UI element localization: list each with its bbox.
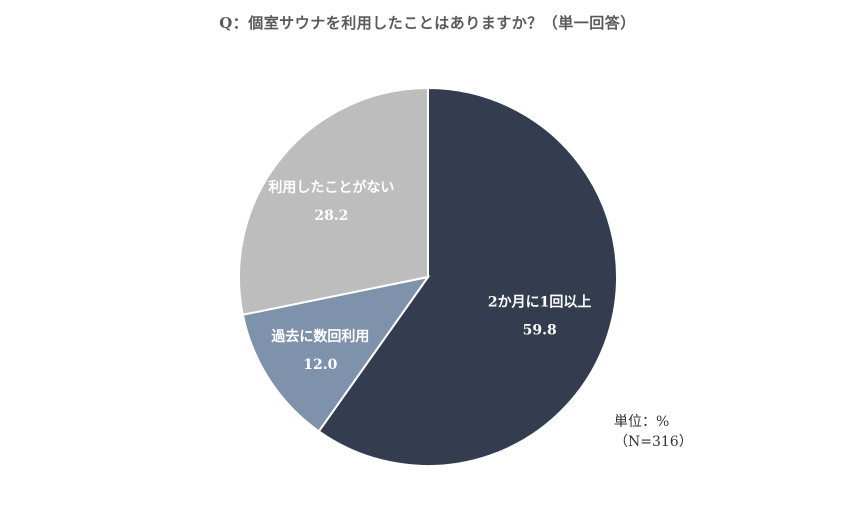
slice-category-label: 利用したことがない — [268, 179, 394, 196]
sample-size-label: （N=316） — [614, 434, 693, 450]
slice-category-label: 2か月に1回以上 — [488, 295, 591, 311]
slice-value-label: 12.0 — [303, 357, 337, 373]
pie-slice — [238, 86, 429, 316]
unit-label: 単位：% — [614, 414, 670, 430]
slice-value-label: 28.2 — [314, 208, 348, 224]
slice-category-label: 過去に数回利用 — [270, 328, 369, 345]
pie-slices — [238, 86, 618, 467]
chart-title: Q：個室サウナを利用したことはありますか？（単一回答） — [219, 14, 636, 32]
slice-value-label: 59.8 — [523, 323, 557, 339]
pie-labels: 2か月に1回以上 59.8 過去に数回利用 12.0 利用したことがない 28.2 — [268, 179, 591, 373]
unit-note: 単位：% （N=316） — [614, 412, 693, 452]
pie-slice — [317, 86, 618, 467]
pie-slice — [241, 275, 431, 433]
